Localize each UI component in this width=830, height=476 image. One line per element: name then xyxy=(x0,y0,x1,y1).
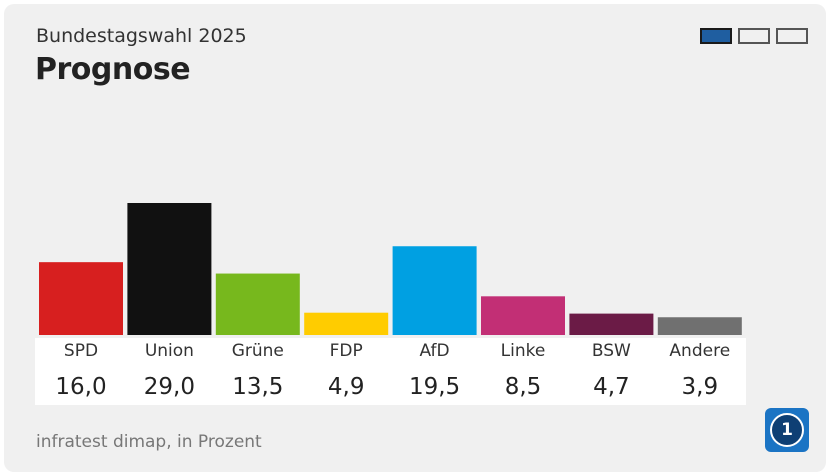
source-note: infratest dimap, in Prozent xyxy=(36,432,262,452)
logo-one-icon: 1 xyxy=(770,413,804,447)
bar-bsw[interactable] xyxy=(569,313,654,335)
bar-linke[interactable] xyxy=(481,296,565,335)
value-label: 4,9 xyxy=(328,374,365,400)
value-label: 8,5 xyxy=(505,374,542,400)
chart-card: Bundestagswahl 2025 Prognose SPD 16,0 Unio… xyxy=(4,4,826,472)
bar-fdp[interactable] xyxy=(304,312,389,335)
bar-union[interactable] xyxy=(127,203,212,335)
pagination xyxy=(700,28,808,44)
chart-supertitle: Bundestagswahl 2025 xyxy=(36,25,247,47)
category-label: Union xyxy=(145,341,194,361)
value-label: 4,7 xyxy=(593,374,630,400)
value-label: 13,5 xyxy=(232,374,283,400)
category-label: FDP xyxy=(330,341,363,361)
page-indicator-2[interactable] xyxy=(738,28,770,44)
value-label: 29,0 xyxy=(144,374,195,400)
chart-title: Prognose xyxy=(35,52,191,87)
bar-spd[interactable] xyxy=(39,262,123,335)
page-indicator-3[interactable] xyxy=(776,28,808,44)
value-label: 3,9 xyxy=(682,374,719,400)
bar-andere[interactable] xyxy=(657,317,742,335)
value-label: 19,5 xyxy=(409,374,460,400)
bar-afd[interactable] xyxy=(392,246,477,335)
category-label: SPD xyxy=(64,341,98,361)
category-label: Linke xyxy=(501,341,546,361)
category-label: Andere xyxy=(669,341,730,361)
category-label: BSW xyxy=(592,341,631,361)
category-label: AfD xyxy=(420,341,450,361)
value-label: 16,0 xyxy=(55,374,106,400)
bar-grüne[interactable] xyxy=(215,273,300,335)
page-indicator-1[interactable] xyxy=(700,28,732,44)
label-panel xyxy=(35,338,746,405)
tagesschau-logo: 1 xyxy=(765,408,809,452)
category-label: Grüne xyxy=(232,341,284,361)
bar-chart: SPD 16,0 Union 29,0 Grüne 13,5 FDP 4,9 AfD 19,5 Li… xyxy=(35,203,746,405)
